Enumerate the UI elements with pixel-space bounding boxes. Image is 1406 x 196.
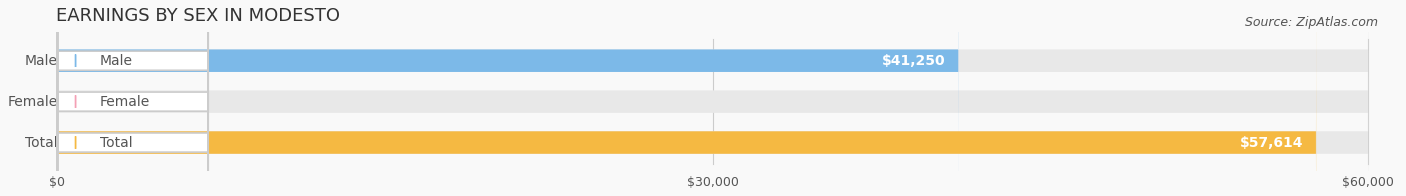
FancyBboxPatch shape <box>58 0 1368 196</box>
FancyBboxPatch shape <box>58 0 1368 196</box>
Text: $41,250: $41,250 <box>882 54 945 68</box>
FancyBboxPatch shape <box>58 0 208 196</box>
FancyBboxPatch shape <box>58 0 1368 196</box>
Text: EARNINGS BY SEX IN MODESTO: EARNINGS BY SEX IN MODESTO <box>56 7 340 25</box>
Text: Female: Female <box>7 95 58 109</box>
Text: Female: Female <box>100 95 150 109</box>
FancyBboxPatch shape <box>58 0 959 196</box>
Text: Source: ZipAtlas.com: Source: ZipAtlas.com <box>1244 16 1378 29</box>
Text: $57,614: $57,614 <box>1240 136 1303 150</box>
Text: Total: Total <box>100 136 132 150</box>
Text: $0: $0 <box>84 95 101 109</box>
FancyBboxPatch shape <box>58 0 1316 196</box>
Text: Total: Total <box>25 136 58 150</box>
Text: Male: Male <box>24 54 58 68</box>
FancyBboxPatch shape <box>58 0 208 196</box>
Text: Male: Male <box>100 54 132 68</box>
FancyBboxPatch shape <box>58 0 208 196</box>
